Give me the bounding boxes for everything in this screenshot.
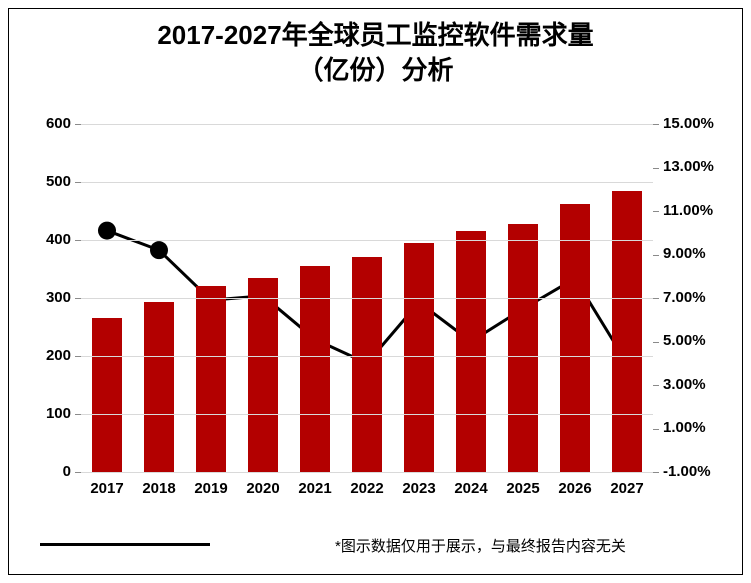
yleft-tickmark: [75, 182, 81, 183]
bar: [300, 266, 329, 472]
yleft-axis-label: 400: [46, 231, 71, 248]
yright-tickmark: [653, 385, 659, 386]
yleft-tickmark: [75, 356, 81, 357]
yright-axis-label: 3.00%: [663, 376, 706, 393]
bar: [248, 278, 277, 472]
line-marker: [150, 241, 168, 259]
bar: [560, 204, 589, 472]
yleft-axis-label: 200: [46, 347, 71, 364]
x-axis-label: 2021: [298, 480, 331, 497]
yright-axis-label: 7.00%: [663, 289, 706, 306]
yright-tickmark: [653, 168, 659, 169]
yright-axis-label: -1.00%: [663, 463, 711, 480]
yleft-tickmark: [75, 298, 81, 299]
yleft-axis-label: 100: [46, 405, 71, 422]
yright-axis-label: 15.00%: [663, 115, 714, 132]
gridline: [81, 414, 653, 415]
yright-tickmark: [653, 298, 659, 299]
yright-tickmark: [653, 124, 659, 125]
x-axis-label: 2022: [350, 480, 383, 497]
x-axis-label: 2018: [142, 480, 175, 497]
yright-axis-label: 11.00%: [663, 202, 713, 219]
yleft-axis-label: 600: [46, 115, 71, 132]
bar: [456, 231, 485, 472]
gridline: [81, 472, 653, 473]
yright-axis-label: 1.00%: [663, 419, 706, 436]
yleft-axis-label: 300: [46, 289, 71, 306]
x-axis-label: 2024: [454, 480, 487, 497]
bar: [196, 286, 225, 472]
chart-title: 2017-2027年全球员工监控软件需求量 （亿份）分析: [0, 18, 751, 88]
x-axis-label: 2025: [506, 480, 539, 497]
x-axis-label: 2023: [402, 480, 435, 497]
yright-tickmark: [653, 342, 659, 343]
yright-tickmark: [653, 255, 659, 256]
yright-axis-label: 13.00%: [663, 158, 714, 175]
yright-tickmark: [653, 429, 659, 430]
x-axis-label: 2026: [558, 480, 591, 497]
yleft-tickmark: [75, 124, 81, 125]
x-axis-label: 2020: [246, 480, 279, 497]
yright-tickmark: [653, 472, 659, 473]
bar: [92, 318, 121, 472]
gridline: [81, 240, 653, 241]
x-axis-label: 2017: [90, 480, 123, 497]
bar: [144, 302, 173, 472]
line-marker: [98, 222, 116, 240]
legend-line-sample: [40, 543, 210, 546]
yright-axis-label: 5.00%: [663, 332, 706, 349]
yright-tickmark: [653, 211, 659, 212]
gridline: [81, 124, 653, 125]
x-axis-label: 2027: [610, 480, 643, 497]
yleft-axis-label: 500: [46, 173, 71, 190]
bar: [404, 243, 433, 472]
yright-axis-label: 9.00%: [663, 245, 706, 262]
footnote-text: *图示数据仅用于展示，与最终报告内容无关: [335, 535, 626, 556]
yleft-axis-label: 0: [63, 463, 71, 480]
yleft-tickmark: [75, 472, 81, 473]
gridline: [81, 298, 653, 299]
bar: [352, 257, 381, 472]
yleft-tickmark: [75, 240, 81, 241]
gridline: [81, 182, 653, 183]
gridline: [81, 356, 653, 357]
bar: [508, 224, 537, 472]
x-axis-label: 2019: [194, 480, 227, 497]
bar: [612, 191, 641, 472]
yleft-tickmark: [75, 414, 81, 415]
